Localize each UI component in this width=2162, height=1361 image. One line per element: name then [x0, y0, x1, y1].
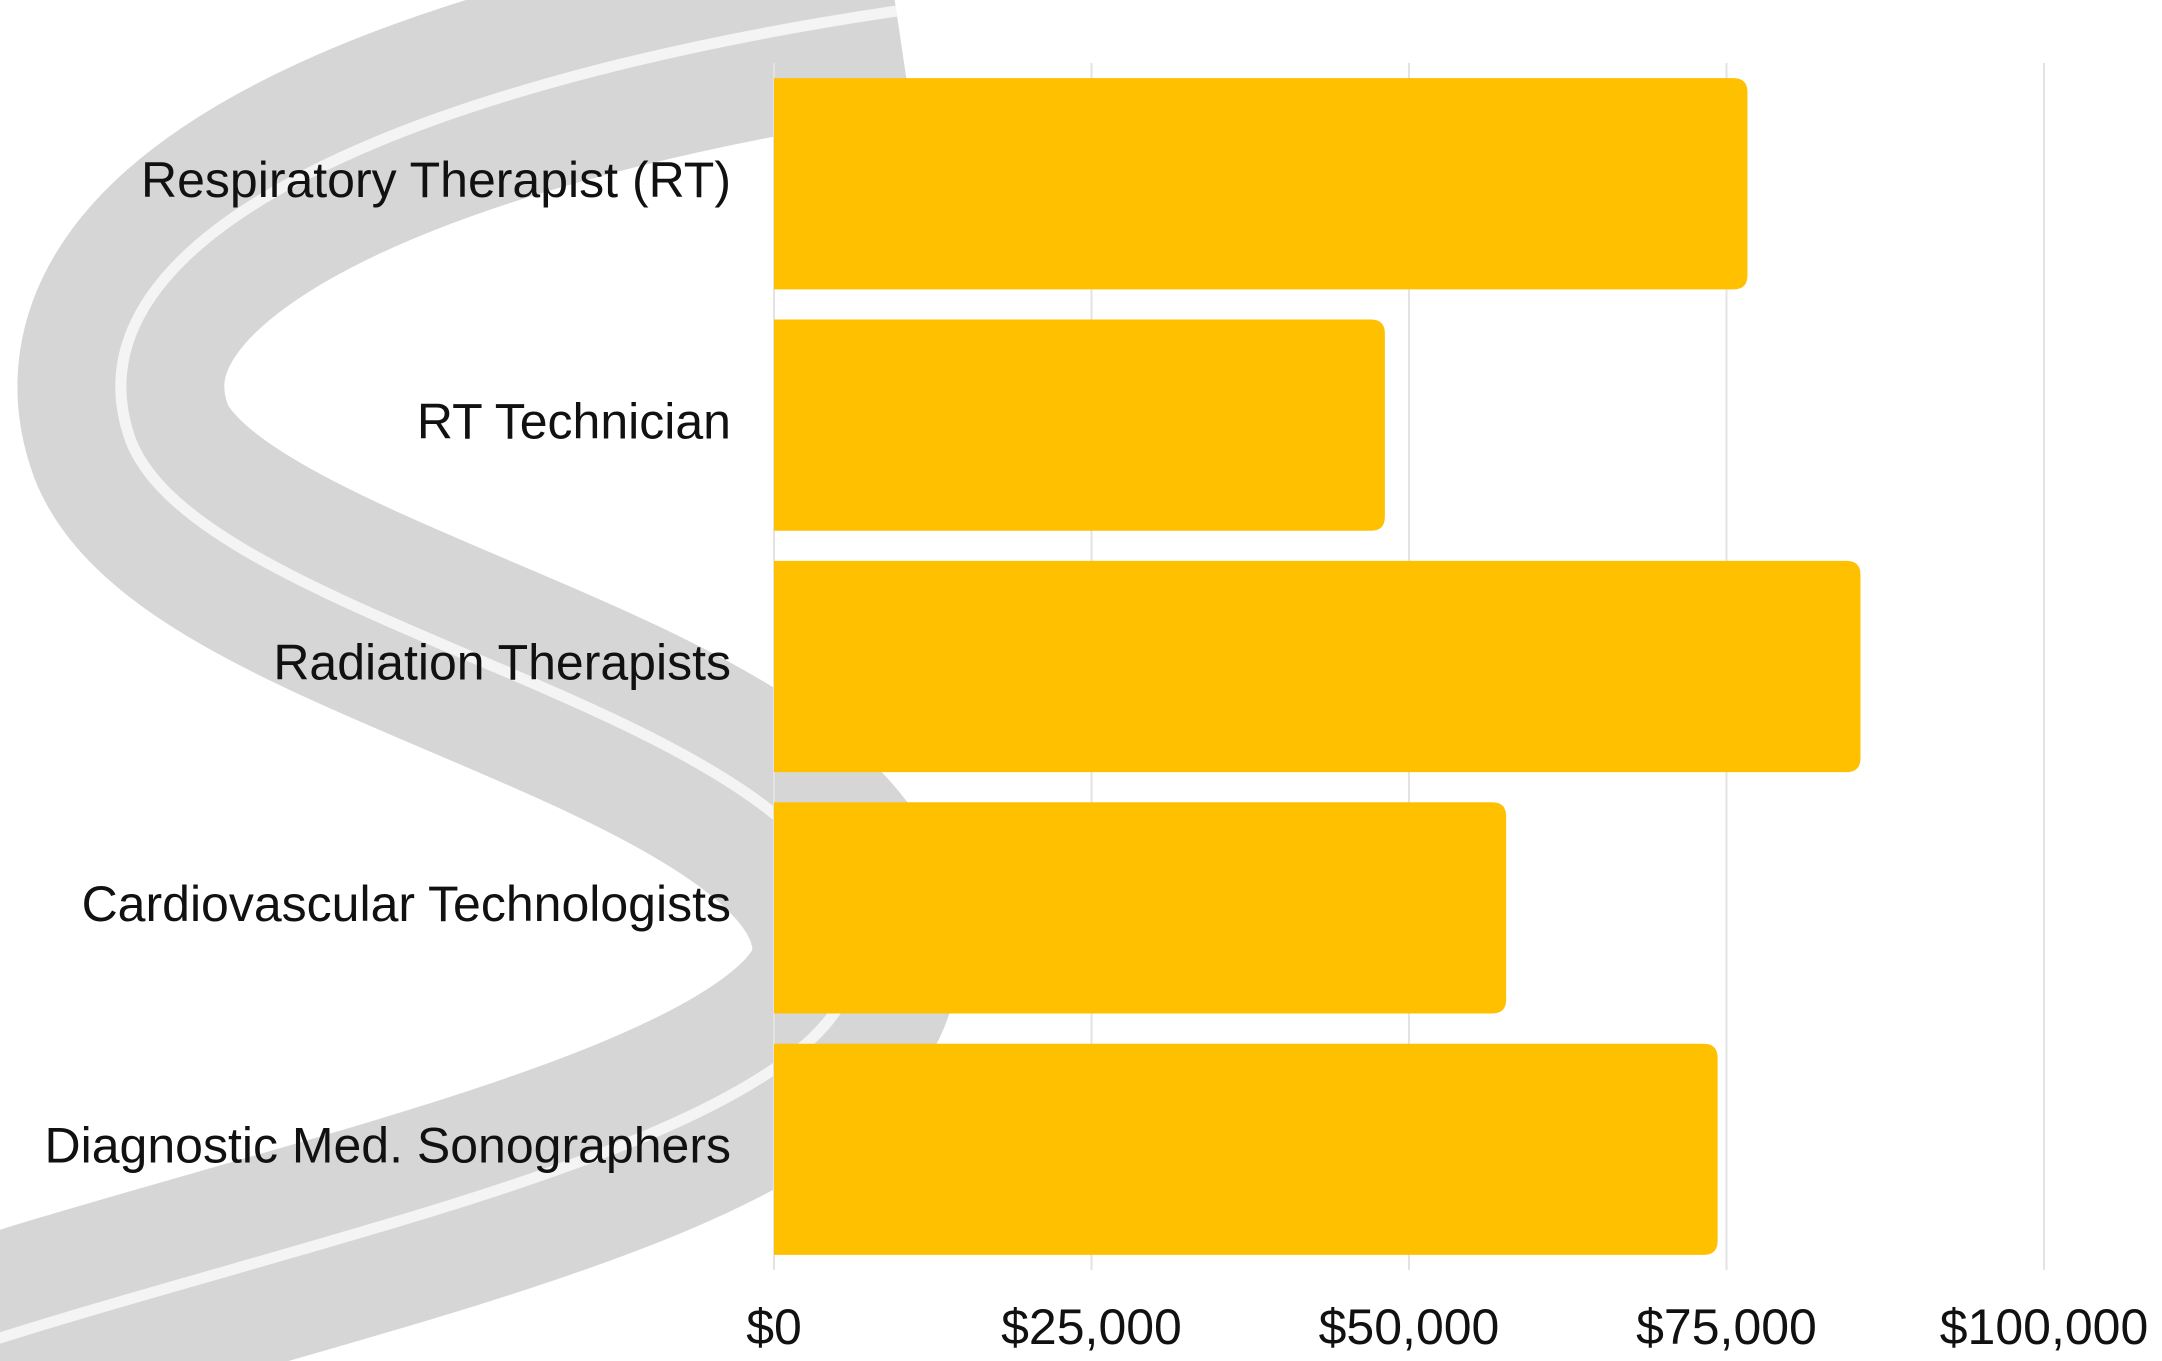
y-tick-label: Diagnostic Med. Sonographers — [45, 1118, 732, 1174]
road-line — [0, 5, 898, 1344]
x-tick-label: $75,000 — [1636, 1299, 1817, 1355]
bar — [774, 319, 1385, 531]
y-tick-label: Respiratory Therapist (RT) — [141, 152, 731, 208]
bar — [774, 802, 1507, 1014]
x-tick-label: $25,000 — [1001, 1299, 1182, 1355]
y-tick-label: RT Technician — [417, 393, 731, 449]
x-tick-label: $50,000 — [1319, 1299, 1500, 1355]
road-background — [0, 0, 960, 1361]
y-tick-label: Cardiovascular Technologists — [82, 876, 731, 932]
bar — [774, 560, 1861, 773]
bar — [774, 78, 1748, 290]
x-tick-label: $100,000 — [1940, 1299, 2149, 1355]
y-tick-label: Radiation Therapists — [273, 635, 731, 691]
bar — [774, 1043, 1718, 1255]
x-tick-label: $0 — [746, 1299, 802, 1355]
